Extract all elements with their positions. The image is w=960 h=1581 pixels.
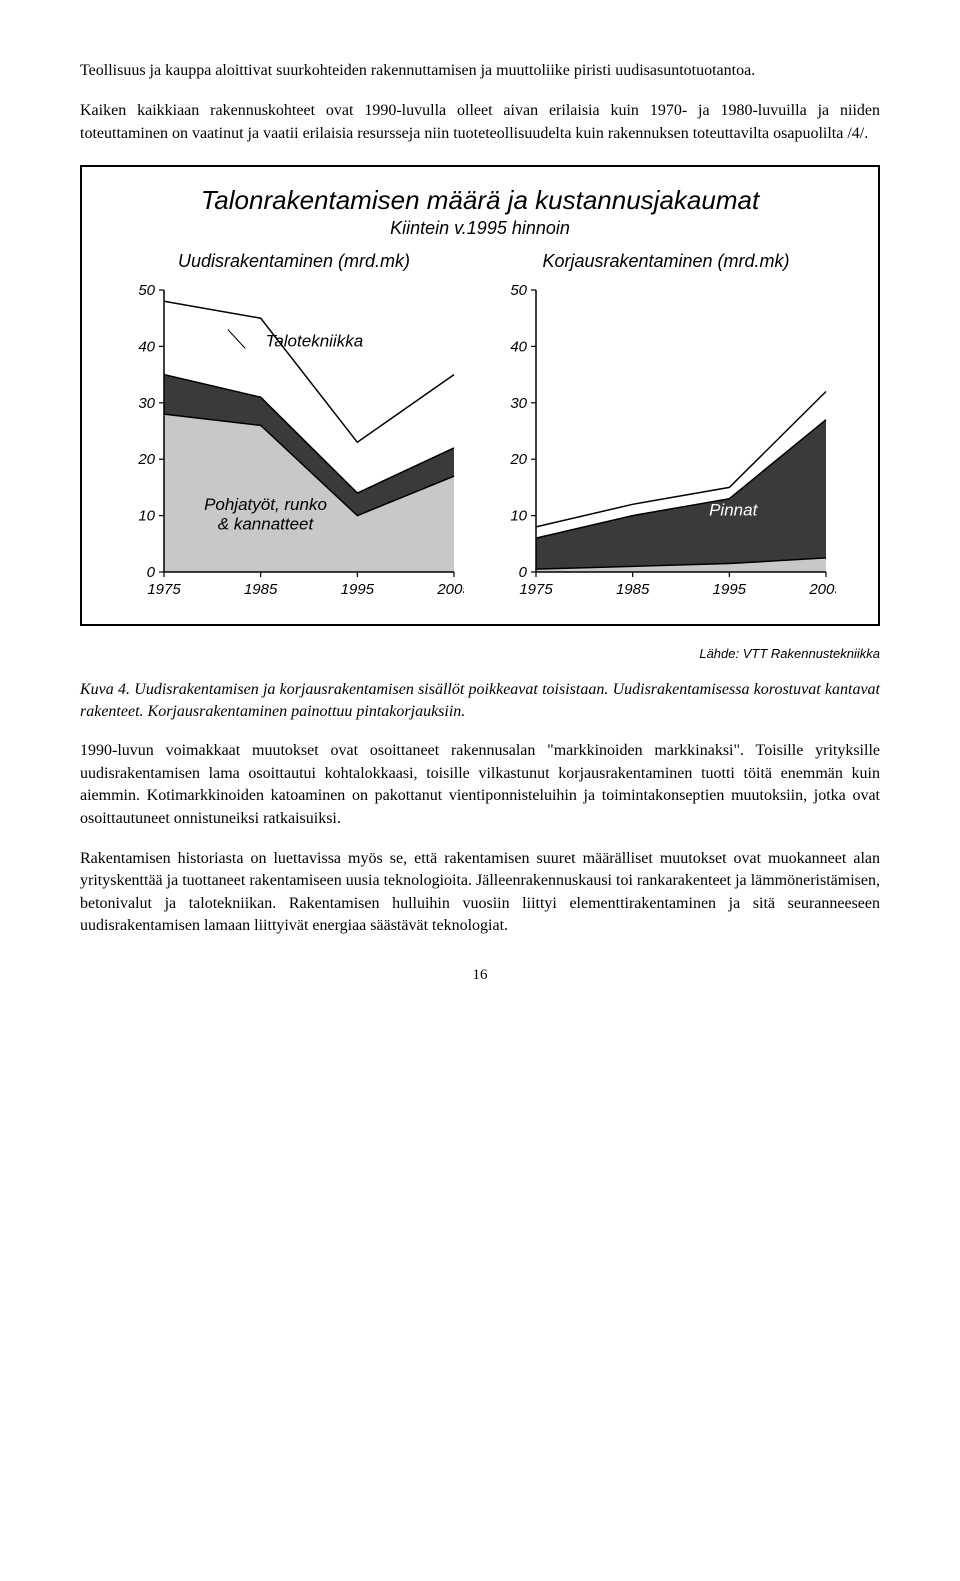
chart-right-svg: 0 10 20 30 40 50 1975 1985 1995 2005 Pinnat bbox=[496, 280, 836, 600]
body-paragraph: Teollisuus ja kauppa aloittivat suurkoht… bbox=[80, 60, 880, 82]
chart-source: Lähde: VTT Rakennustekniikka bbox=[80, 646, 880, 661]
svg-text:10: 10 bbox=[138, 508, 155, 525]
figure-caption: Kuva 4. Uudisrakentamisen ja korjausrake… bbox=[80, 679, 880, 722]
svg-text:0: 0 bbox=[147, 564, 156, 581]
svg-text:2005: 2005 bbox=[808, 581, 836, 598]
body-paragraph: Rakentamisen historiasta on luettavissa … bbox=[80, 848, 880, 938]
svg-text:30: 30 bbox=[510, 395, 527, 412]
chart-subtitle: Kiintein v.1995 hinnoin bbox=[102, 218, 858, 239]
chart-left-column: Uudisrakentaminen (mrd.mk) 0 10 20 30 40 50 19… bbox=[124, 251, 464, 600]
svg-text:40: 40 bbox=[138, 339, 155, 356]
chart-title: Talonrakentamisen määrä ja kustannusjaka… bbox=[102, 185, 858, 216]
svg-text:1995: 1995 bbox=[341, 581, 375, 598]
svg-text:0: 0 bbox=[519, 564, 528, 581]
chart-right-column: Korjausrakentaminen (mrd.mk) 0 10 20 30 40 50… bbox=[496, 251, 836, 600]
svg-text:40: 40 bbox=[510, 339, 527, 356]
svg-text:1985: 1985 bbox=[616, 581, 650, 598]
svg-text:50: 50 bbox=[510, 282, 527, 299]
chart-right-col-title: Korjausrakentaminen (mrd.mk) bbox=[542, 251, 789, 272]
body-paragraph: Kaiken kaikkiaan rakennuskohteet ovat 19… bbox=[80, 100, 880, 145]
svg-text:1975: 1975 bbox=[519, 581, 553, 598]
page-number: 16 bbox=[80, 967, 880, 984]
chart-left-col-title: Uudisrakentaminen (mrd.mk) bbox=[178, 251, 410, 272]
chart-left-svg: 0 10 20 30 40 50 1975 1985 1995 2005 Talotekniikka… bbox=[124, 280, 464, 600]
svg-text:20: 20 bbox=[137, 451, 155, 468]
svg-text:10: 10 bbox=[510, 508, 527, 525]
svg-text:30: 30 bbox=[138, 395, 155, 412]
body-paragraph: 1990-luvun voimakkaat muutokset ovat oso… bbox=[80, 740, 880, 830]
svg-text:1995: 1995 bbox=[713, 581, 747, 598]
svg-text:20: 20 bbox=[509, 451, 527, 468]
svg-text:Pinnat: Pinnat bbox=[709, 501, 758, 520]
svg-text:1985: 1985 bbox=[244, 581, 278, 598]
svg-text:Pohjatyöt, runko: Pohjatyöt, runko bbox=[204, 495, 327, 514]
svg-text:2005: 2005 bbox=[436, 581, 464, 598]
svg-text:Talotekniikka: Talotekniikka bbox=[266, 332, 364, 351]
svg-text:50: 50 bbox=[138, 282, 155, 299]
svg-text:& kannatteet: & kannatteet bbox=[218, 515, 315, 534]
chart-frame: Talonrakentamisen määrä ja kustannusjaka… bbox=[80, 165, 880, 626]
svg-text:1975: 1975 bbox=[147, 581, 181, 598]
